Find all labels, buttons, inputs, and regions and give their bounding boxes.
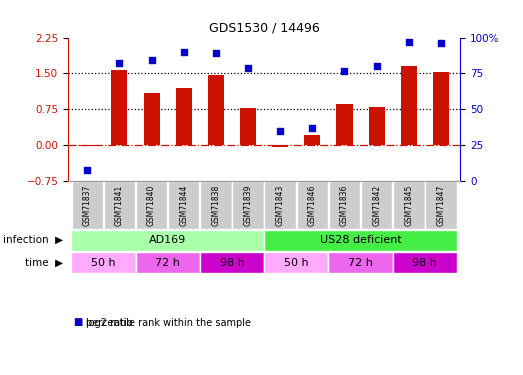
- Text: 98 h: 98 h: [220, 258, 244, 268]
- Text: time  ▶: time ▶: [25, 258, 63, 268]
- Bar: [297, 181, 328, 229]
- Text: GSM71837: GSM71837: [83, 184, 92, 226]
- Text: GSM71838: GSM71838: [211, 184, 220, 226]
- Bar: [329, 181, 360, 229]
- Text: US28 deficient: US28 deficient: [320, 235, 402, 245]
- Bar: [135, 252, 200, 273]
- Bar: [104, 181, 135, 229]
- Title: GDS1530 / 14496: GDS1530 / 14496: [209, 22, 320, 35]
- Text: GSM71845: GSM71845: [404, 184, 413, 226]
- Bar: [208, 75, 224, 145]
- Text: GSM71836: GSM71836: [340, 184, 349, 226]
- Text: GSM71847: GSM71847: [437, 184, 446, 226]
- Point: [179, 49, 188, 55]
- Point: [212, 50, 220, 56]
- Text: GSM71844: GSM71844: [179, 184, 188, 226]
- Bar: [264, 252, 328, 273]
- Text: 50 h: 50 h: [284, 258, 309, 268]
- Bar: [433, 72, 449, 145]
- Bar: [168, 181, 199, 229]
- Text: GSM71839: GSM71839: [244, 184, 253, 226]
- Bar: [393, 252, 457, 273]
- Text: AD169: AD169: [149, 235, 186, 245]
- Point: [340, 68, 349, 74]
- Bar: [328, 252, 393, 273]
- Bar: [401, 66, 417, 145]
- Point: [115, 60, 123, 66]
- Bar: [176, 88, 192, 145]
- Bar: [336, 104, 353, 145]
- Bar: [232, 181, 264, 229]
- Point: [244, 64, 252, 70]
- Bar: [111, 70, 128, 145]
- Bar: [361, 181, 392, 229]
- Point: [308, 125, 316, 131]
- Bar: [240, 108, 256, 145]
- Text: infection  ▶: infection ▶: [3, 235, 63, 245]
- Point: [276, 128, 285, 134]
- Bar: [272, 145, 288, 147]
- Bar: [136, 181, 167, 229]
- Bar: [200, 252, 264, 273]
- Point: [372, 63, 381, 69]
- Bar: [71, 252, 135, 273]
- Point: [83, 166, 92, 172]
- Text: GSM71841: GSM71841: [115, 184, 124, 226]
- Bar: [304, 135, 321, 145]
- Bar: [79, 145, 95, 146]
- Bar: [264, 230, 457, 251]
- Bar: [200, 181, 232, 229]
- Bar: [71, 230, 264, 251]
- Text: 72 h: 72 h: [348, 258, 373, 268]
- Text: ■: ■: [73, 318, 83, 327]
- Text: 72 h: 72 h: [155, 258, 180, 268]
- Text: GSM71846: GSM71846: [308, 184, 317, 226]
- Bar: [143, 93, 160, 145]
- Bar: [72, 181, 103, 229]
- Text: log2 ratio: log2 ratio: [86, 318, 133, 327]
- Bar: [393, 181, 425, 229]
- Text: GSM71840: GSM71840: [147, 184, 156, 226]
- Point: [437, 40, 445, 46]
- Text: GSM71843: GSM71843: [276, 184, 285, 226]
- Bar: [265, 181, 296, 229]
- Text: GSM71842: GSM71842: [372, 184, 381, 226]
- Point: [147, 57, 156, 63]
- Bar: [369, 107, 385, 145]
- Bar: [425, 181, 457, 229]
- Text: 98 h: 98 h: [413, 258, 437, 268]
- Text: ■: ■: [73, 318, 83, 327]
- Point: [405, 39, 413, 45]
- Text: 50 h: 50 h: [91, 258, 116, 268]
- Text: percentile rank within the sample: percentile rank within the sample: [86, 318, 251, 327]
